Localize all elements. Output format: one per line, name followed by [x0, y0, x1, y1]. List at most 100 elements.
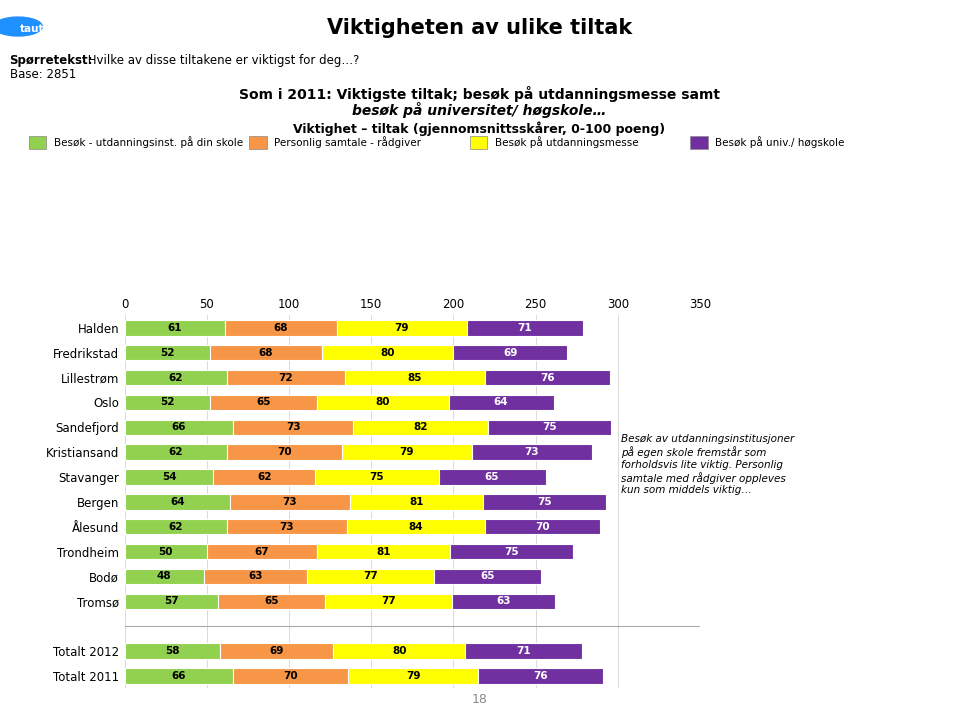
Bar — [125, 345, 210, 361]
Text: besøk på universitet/ høgskole…: besøk på universitet/ høgskole… — [352, 102, 607, 118]
Bar — [125, 320, 225, 336]
Bar — [483, 494, 606, 510]
Bar — [226, 445, 341, 460]
Bar — [125, 494, 230, 510]
Bar — [334, 643, 465, 659]
Text: 62: 62 — [257, 472, 271, 482]
Text: 52: 52 — [160, 348, 175, 358]
Text: 77: 77 — [381, 597, 396, 607]
Bar — [203, 569, 307, 584]
Text: 71: 71 — [518, 323, 532, 333]
Text: 79: 79 — [406, 671, 420, 681]
Bar — [125, 544, 207, 559]
Text: Besøk - utdanningsinst. på din skole: Besøk - utdanningsinst. på din skole — [54, 136, 243, 148]
Text: 61: 61 — [168, 323, 182, 333]
Text: 75: 75 — [370, 472, 385, 482]
Bar — [125, 395, 210, 410]
Text: 79: 79 — [394, 323, 409, 333]
Text: 73: 73 — [286, 422, 300, 432]
Text: 70: 70 — [284, 671, 298, 681]
Text: Besøk av utdanningsinstitusjoner
på egen skole fremstår som
forholdsvis lite vik: Besøk av utdanningsinstitusjoner på egen… — [621, 434, 794, 495]
Text: 67: 67 — [255, 546, 269, 556]
Text: 80: 80 — [392, 646, 407, 656]
Text: 80: 80 — [376, 397, 390, 407]
Text: 65: 65 — [485, 472, 500, 482]
Text: 62: 62 — [169, 447, 183, 457]
Bar — [433, 569, 541, 584]
Text: 75: 75 — [504, 546, 519, 556]
Bar — [465, 643, 582, 659]
Text: Spørretekst:: Spørretekst: — [10, 54, 93, 67]
Bar — [125, 594, 219, 609]
Text: 73: 73 — [279, 522, 293, 532]
Text: Viktigheten av ulike tiltak: Viktigheten av ulike tiltak — [327, 18, 632, 38]
Text: 70: 70 — [535, 522, 550, 532]
Text: Viktighet – tiltak (gjennomsnittsskårer, 0-100 poeng): Viktighet – tiltak (gjennomsnittsskårer,… — [293, 122, 666, 136]
Text: 75: 75 — [543, 422, 557, 432]
Bar — [322, 345, 454, 361]
Bar — [484, 370, 610, 385]
Text: 18: 18 — [472, 693, 487, 706]
Text: 72: 72 — [278, 373, 293, 383]
Text: 48: 48 — [157, 571, 172, 581]
Bar — [341, 445, 472, 460]
Text: 66: 66 — [172, 422, 186, 432]
Text: 58: 58 — [165, 646, 179, 656]
Bar — [207, 544, 317, 559]
Bar — [317, 544, 450, 559]
Bar — [125, 445, 226, 460]
Bar — [125, 643, 220, 659]
Bar — [307, 569, 433, 584]
Text: 73: 73 — [525, 447, 539, 457]
Text: 75: 75 — [537, 497, 552, 507]
Text: 63: 63 — [248, 571, 263, 581]
Bar — [233, 668, 348, 683]
Text: 69: 69 — [503, 348, 517, 358]
Text: 76: 76 — [533, 671, 548, 681]
Text: 54: 54 — [162, 472, 176, 482]
Bar — [337, 320, 467, 336]
Bar — [230, 494, 350, 510]
Text: 64: 64 — [170, 497, 184, 507]
Circle shape — [0, 17, 42, 36]
Text: Hvilke av disse tiltakene er viktigst for deg…?: Hvilke av disse tiltakene er viktigst fo… — [84, 54, 360, 67]
Bar — [210, 345, 322, 361]
Bar — [467, 320, 583, 336]
Bar — [346, 519, 484, 534]
Text: 82: 82 — [413, 422, 428, 432]
Bar — [348, 668, 479, 683]
Text: Besøk på utdanningsmesse: Besøk på utdanningsmesse — [495, 136, 639, 148]
Bar — [472, 445, 592, 460]
Bar — [125, 470, 214, 485]
Text: 50: 50 — [158, 546, 173, 556]
Bar — [316, 470, 438, 485]
Bar — [214, 470, 316, 485]
Text: 63: 63 — [497, 597, 511, 607]
Text: 57: 57 — [164, 597, 178, 607]
Text: 65: 65 — [480, 571, 495, 581]
Text: 73: 73 — [283, 497, 297, 507]
Bar — [449, 395, 553, 410]
Bar — [452, 594, 555, 609]
Bar — [219, 594, 325, 609]
Text: 66: 66 — [172, 671, 186, 681]
Bar — [125, 370, 226, 385]
Text: 77: 77 — [363, 571, 378, 581]
Bar — [353, 419, 488, 435]
Bar — [125, 569, 203, 584]
Text: Besøk på univ./ høgskole: Besøk på univ./ høgskole — [715, 136, 845, 148]
Text: 64: 64 — [494, 397, 508, 407]
Bar — [350, 494, 483, 510]
Bar — [325, 594, 452, 609]
Bar — [125, 668, 233, 683]
Bar — [488, 419, 611, 435]
Text: 65: 65 — [256, 397, 270, 407]
Text: 79: 79 — [399, 447, 414, 457]
Text: 68: 68 — [273, 323, 288, 333]
Bar — [317, 395, 449, 410]
Bar — [226, 370, 345, 385]
Bar — [454, 345, 567, 361]
Text: tautdanning.no: tautdanning.no — [20, 24, 111, 34]
Bar — [484, 519, 599, 534]
Bar — [220, 643, 334, 659]
